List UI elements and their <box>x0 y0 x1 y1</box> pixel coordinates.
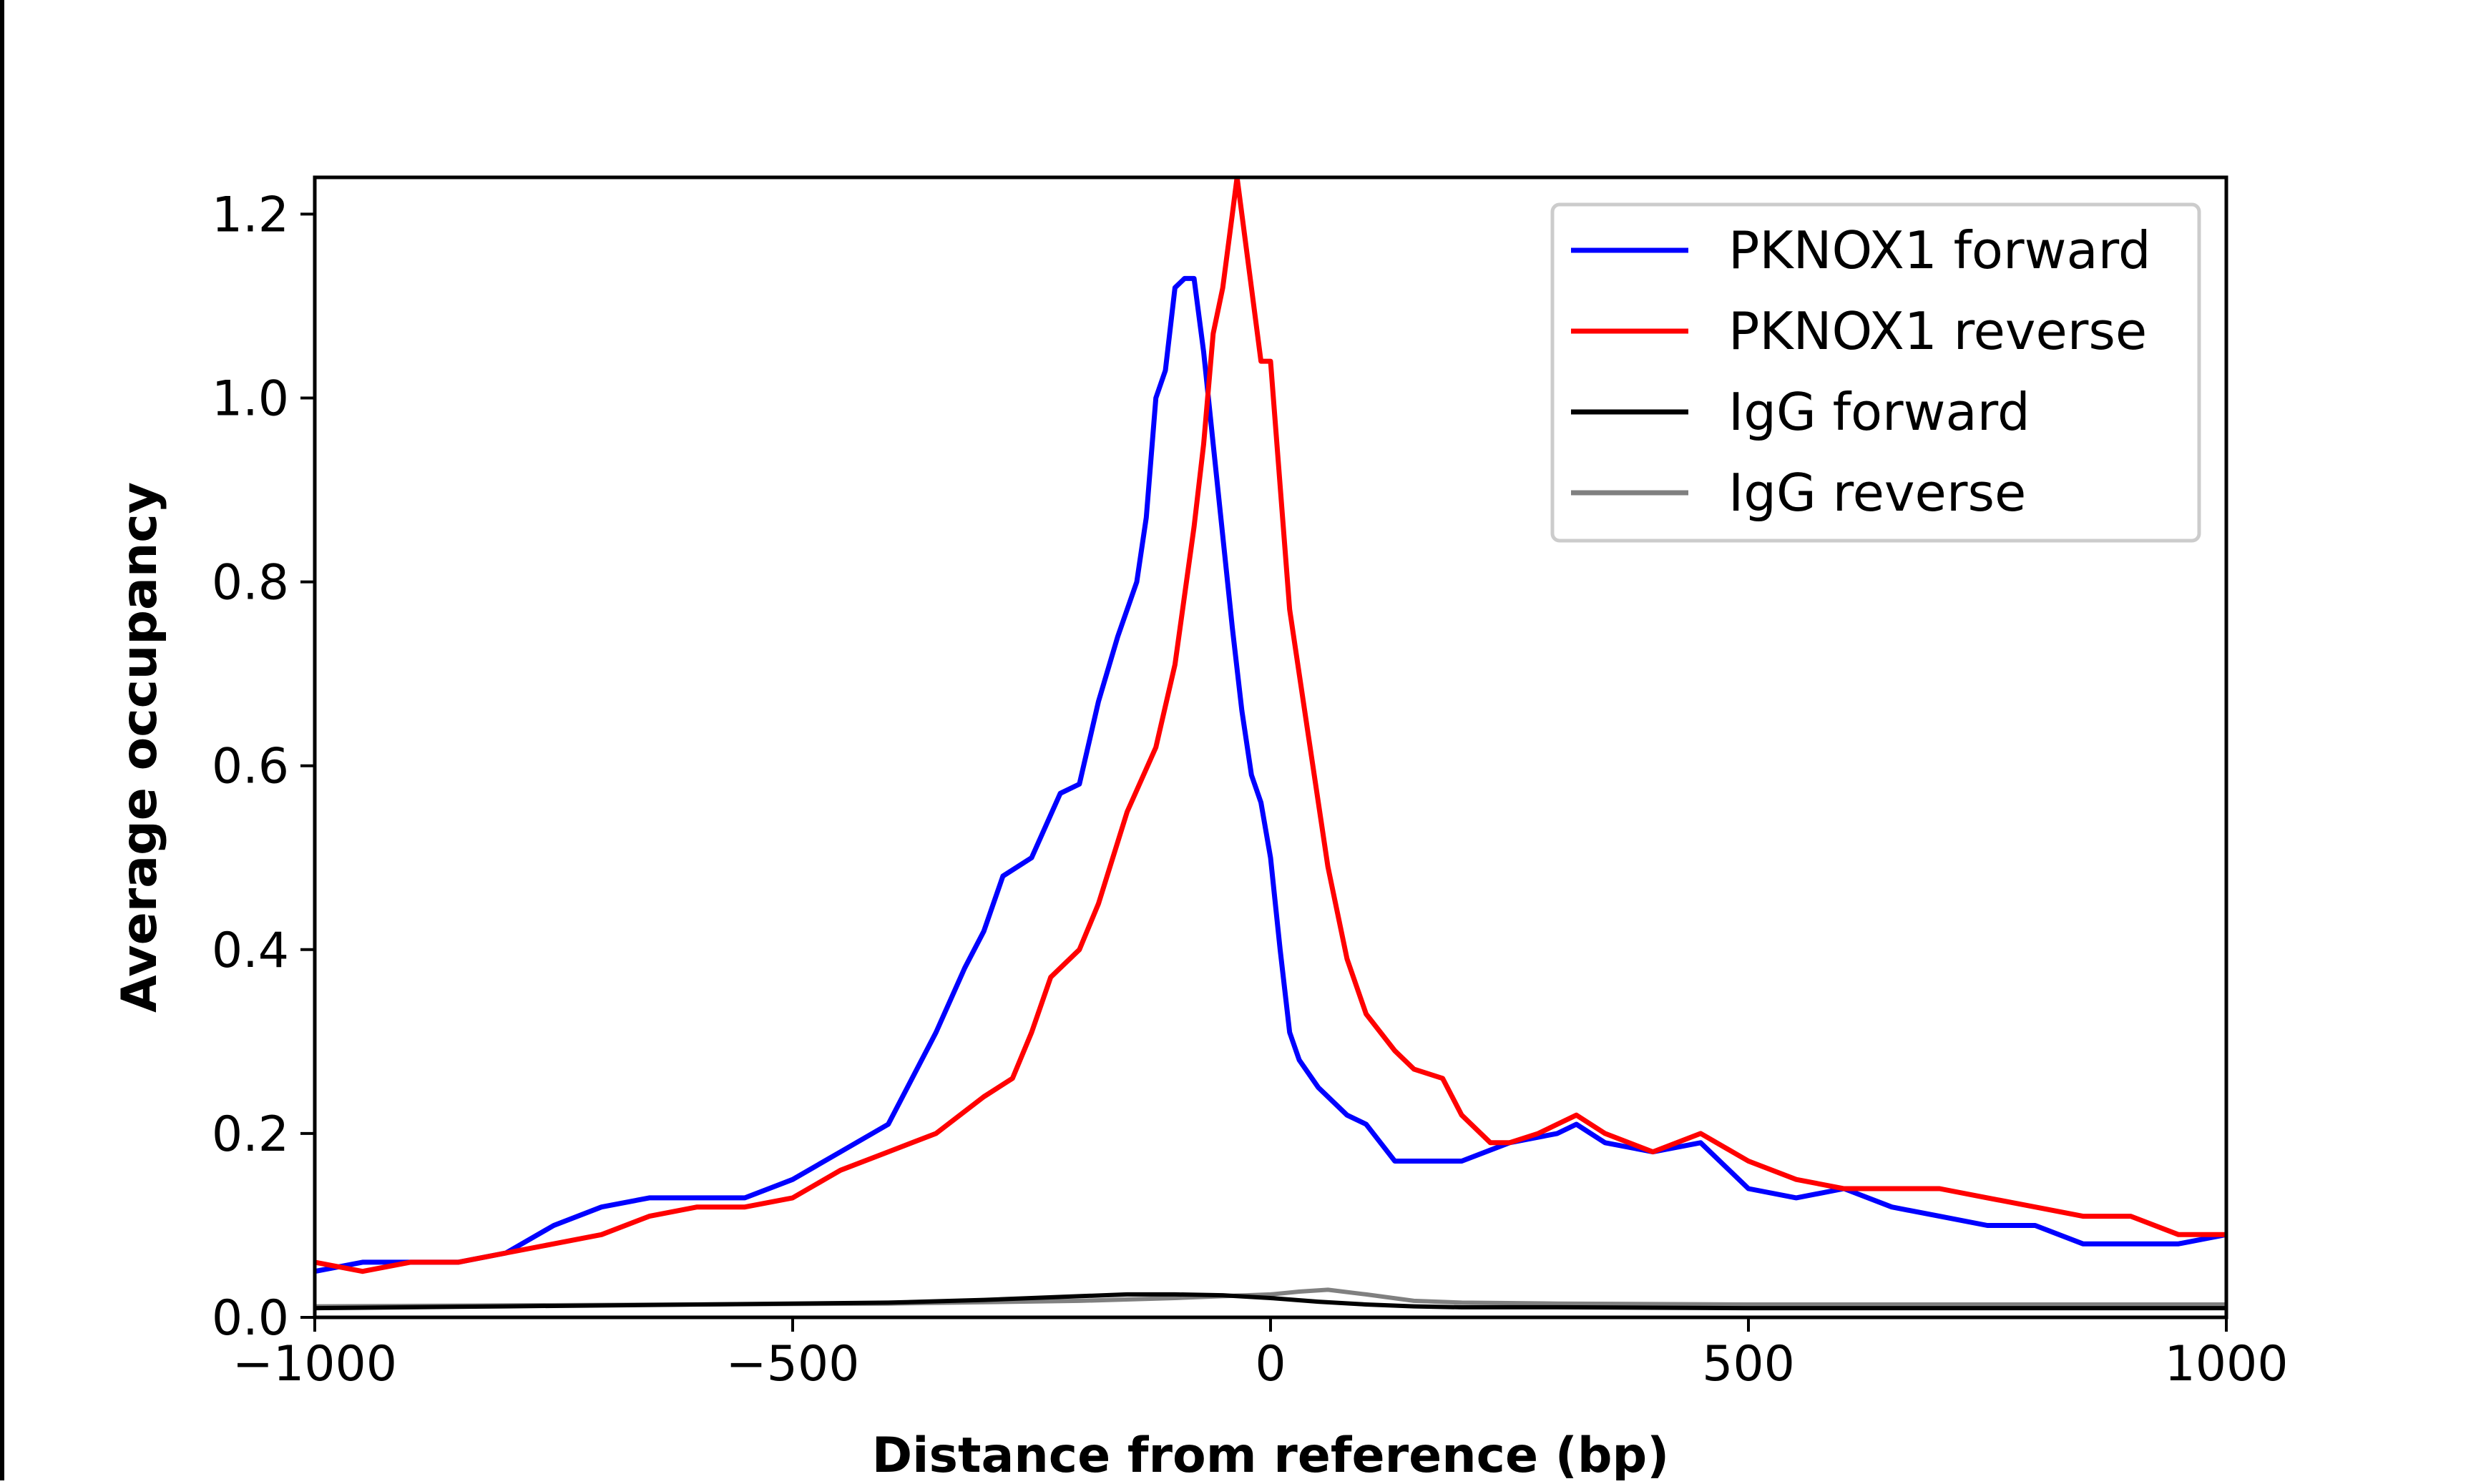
y-axis-title: Average occupancy <box>112 482 168 1013</box>
series-lines <box>315 177 2226 1311</box>
x-tick-label: 1000 <box>2164 1336 2288 1392</box>
y-tick-label: 0.8 <box>212 555 289 611</box>
y-tick-label: 0.0 <box>212 1290 289 1347</box>
x-tick-label: −1000 <box>233 1336 397 1392</box>
y-tick-label: 1.0 <box>212 371 289 428</box>
series-line-0 <box>315 275 2226 1274</box>
x-tick-label: 500 <box>1702 1336 1795 1392</box>
series-line-2 <box>315 1292 2226 1311</box>
y-tick-label: 0.2 <box>212 1106 289 1163</box>
legend-label-1: PKNOX1 reverse <box>1728 301 2147 361</box>
y-tick-label: 0.6 <box>212 739 289 795</box>
legend-label-2: IgG forward <box>1728 382 2030 442</box>
legend-box <box>1550 202 2201 543</box>
y-tick-label: 1.2 <box>212 187 289 243</box>
left-edge-border <box>0 0 4 1480</box>
x-axis-title: Distance from reference (bp) <box>872 1428 1670 1480</box>
x-axis-ticks: −1000 −500 0 500 1000 <box>233 1317 2289 1392</box>
legend: PKNOX1 forward PKNOX1 reverse IgG forward I… <box>1550 202 2201 543</box>
series-line-1 <box>315 177 2226 1274</box>
y-axis-ticks: 0.0 0.2 0.4 0.6 0.8 1.0 1.2 <box>212 187 315 1347</box>
y-tick-label: 0.4 <box>212 923 289 979</box>
x-tick-label: 0 <box>1255 1336 1286 1392</box>
legend-label-0: PKNOX1 forward <box>1728 220 2151 280</box>
x-tick-label: −500 <box>726 1336 860 1392</box>
legend-label-3: IgG reverse <box>1728 463 2026 523</box>
